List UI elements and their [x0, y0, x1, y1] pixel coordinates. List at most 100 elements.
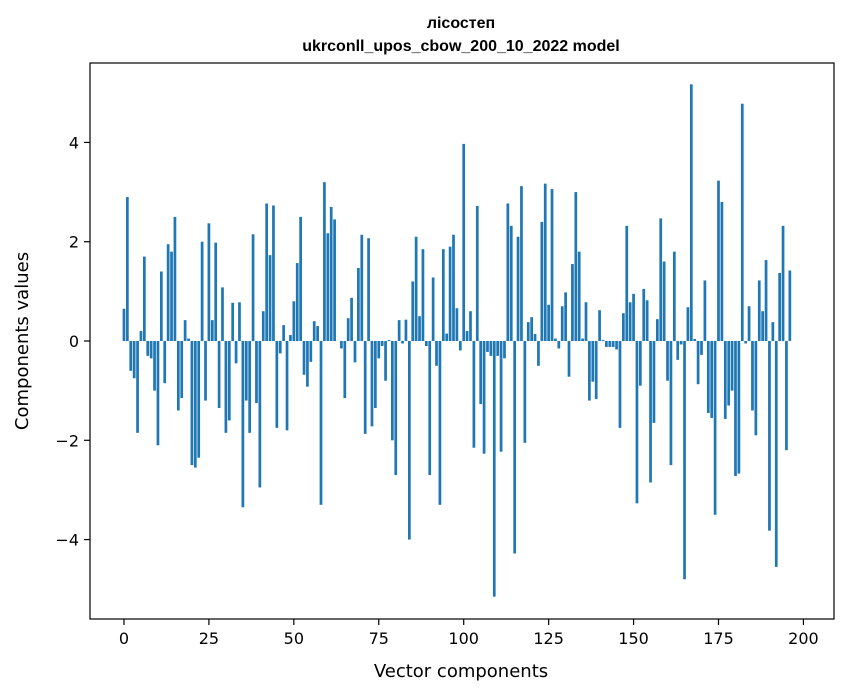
bar [370, 341, 374, 427]
bar [649, 341, 652, 483]
bar [506, 203, 510, 341]
bar [788, 270, 792, 341]
bar [696, 341, 700, 385]
y-tick-label: −2 [55, 431, 79, 450]
bar [374, 341, 377, 409]
bar [554, 338, 557, 341]
bar [363, 341, 367, 434]
bar [384, 341, 387, 381]
x-tick-label: 75 [369, 629, 389, 648]
bar [136, 341, 139, 433]
bar [458, 341, 462, 351]
bar [255, 341, 258, 404]
bar [686, 307, 690, 341]
bar [214, 242, 218, 341]
bar [380, 341, 384, 346]
bar [645, 300, 649, 341]
bar [441, 249, 445, 341]
bar [282, 325, 286, 341]
bar [377, 341, 381, 359]
x-tick-label: 0 [119, 629, 129, 648]
bar [221, 287, 224, 341]
bar [628, 302, 632, 341]
bar [462, 143, 466, 341]
bar [594, 341, 598, 400]
bar [659, 218, 663, 341]
bar [638, 341, 642, 386]
bar [353, 341, 357, 363]
bar [299, 216, 302, 341]
bar [689, 84, 693, 341]
bar [265, 203, 269, 341]
bar [445, 333, 449, 341]
bar [730, 341, 734, 391]
bar [465, 331, 469, 341]
bar [533, 334, 537, 341]
bar [149, 341, 153, 359]
bar [251, 234, 255, 341]
bar [655, 319, 659, 341]
bar [360, 234, 364, 341]
chart-title: лісостеп [427, 15, 495, 32]
y-tick-label: 2 [69, 233, 79, 252]
bar [598, 310, 601, 341]
x-tick-label: 25 [199, 629, 219, 648]
bar [323, 182, 326, 341]
bar [126, 197, 129, 341]
bar [367, 238, 370, 341]
bar [618, 341, 622, 428]
bar [584, 302, 588, 341]
bar [557, 341, 561, 349]
bar [520, 186, 523, 341]
bar [435, 341, 438, 366]
bar [333, 219, 336, 341]
bar [713, 341, 717, 515]
bar [734, 341, 737, 477]
bar [723, 341, 727, 419]
bar [496, 341, 500, 356]
x-tick-label: 150 [618, 629, 649, 648]
bar [564, 292, 567, 341]
bar [289, 335, 292, 341]
bar [499, 341, 503, 452]
bar [492, 341, 496, 597]
bar [679, 341, 683, 345]
bar [591, 341, 595, 382]
bar [153, 341, 156, 391]
bar [611, 341, 615, 347]
x-axis: 0 25 50 75 100 125 150 175 200 [119, 619, 819, 648]
bar [452, 234, 455, 341]
bar [547, 304, 550, 341]
bar [513, 341, 517, 554]
bar [455, 308, 459, 341]
bar [217, 341, 221, 409]
bar [248, 341, 252, 433]
bar [472, 341, 476, 448]
bar [740, 103, 744, 341]
bar [231, 302, 235, 341]
bar [306, 341, 309, 387]
bar [781, 225, 785, 341]
bar [438, 341, 442, 505]
bar [662, 261, 666, 341]
bar [509, 225, 513, 341]
bar [774, 341, 778, 567]
bar [407, 341, 411, 540]
bar [744, 341, 748, 344]
bar [404, 319, 408, 341]
bar [132, 341, 136, 379]
bar [672, 251, 676, 341]
bar [475, 205, 479, 341]
bar [608, 341, 612, 347]
y-tick-label: −4 [55, 531, 79, 550]
bar [156, 341, 160, 446]
bar [163, 341, 167, 384]
bar [173, 216, 177, 341]
bar [390, 341, 394, 441]
bar [601, 340, 605, 341]
bar [574, 192, 578, 341]
bar [479, 341, 483, 405]
bar [401, 341, 404, 344]
bar [207, 223, 211, 341]
